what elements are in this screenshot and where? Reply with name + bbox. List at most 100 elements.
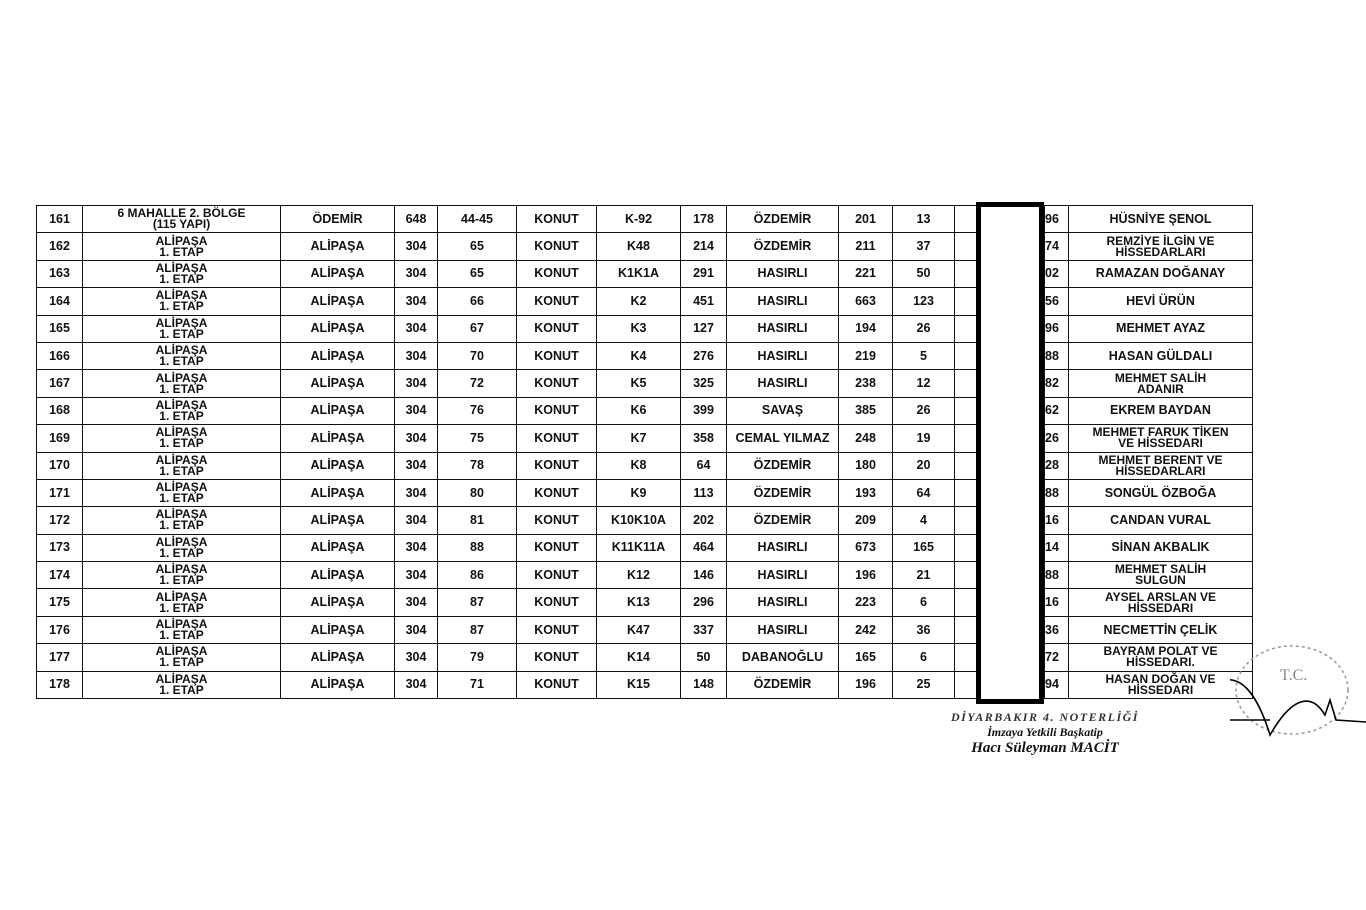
table-cell: 304 (394, 506, 438, 535)
table-cell: HASIRLI (726, 561, 839, 590)
table-cell: ALİPAŞA (280, 341, 395, 371)
table-cell: 304 (394, 369, 438, 398)
table-cell: K1K1A (596, 259, 681, 289)
table-cell: HASIRLI (726, 259, 839, 289)
table-cell: 202 (680, 506, 727, 535)
table-cell: 304 (394, 314, 438, 343)
table-cell: 6 (892, 643, 955, 672)
table-cell: KONUT (516, 396, 597, 426)
table-cell: 88 (437, 533, 517, 563)
table-cell: 211 (838, 232, 893, 261)
cell-line: ALİPAŞA (155, 233, 208, 248)
table-cell: 65 (437, 259, 517, 289)
table-cell: 20 (892, 451, 955, 480)
cell-line: (115 YAPI) (152, 217, 211, 232)
cell-line: ALİPAŞA (155, 562, 208, 577)
table-row: 178 ALİPAŞA 1. ETAP ALİPAŞA 304 71 KONUT K15 148… (36, 670, 1253, 700)
cell-line: MEHMET FARUK TİKEN (1092, 425, 1229, 440)
notary-signature-block: DİYARBAKIR 4. NOTERLİĞİ İmzaya Yetkili B… (920, 710, 1170, 757)
table-cell: MEHMET BERENT VE HİSSEDARLARI (1068, 451, 1253, 480)
table-cell: 238 (838, 369, 893, 398)
table-cell: 02 (1044, 259, 1069, 289)
cell-line: 1. ETAP (159, 326, 204, 341)
svg-text:T.C.: T.C. (1280, 667, 1307, 684)
cell-line: ALİPAŞA (155, 370, 208, 385)
table-cell: K48 (596, 232, 681, 261)
table-cell: 180 (838, 451, 893, 480)
table-cell: KONUT (516, 451, 597, 480)
table-row: 163 ALİPAŞA 1. ETAP ALİPAŞA 304 65 KONUT K1K1A 2… (36, 259, 1253, 289)
table-cell: CEMAL YILMAZ (726, 424, 839, 453)
table-cell: ÖZDEMİR (726, 204, 839, 234)
table-cell: KONUT (516, 561, 597, 590)
table-cell: ALİPAŞA 1. ETAP (82, 341, 281, 371)
table-cell: SİNAN AKBALIK (1068, 533, 1253, 563)
cell-line: 1. ETAP (159, 354, 204, 369)
table-cell: 12 (892, 369, 955, 398)
table-cell: 291 (680, 259, 727, 289)
table-cell: 88 (1044, 561, 1069, 590)
table-row: 169 ALİPAŞA 1. ETAP ALİPAŞA 304 75 KONUT K7 358 C… (36, 424, 1253, 453)
table-cell: ALİPAŞA (280, 232, 395, 261)
table-cell: 16 (1044, 506, 1069, 535)
table-cell: ALİPAŞA (280, 369, 395, 398)
table-cell: ALİPAŞA 1. ETAP (82, 588, 281, 617)
table-cell: 4 (892, 506, 955, 535)
table-cell: ALİPAŞA 1. ETAP (82, 369, 281, 398)
table-cell: 87 (437, 588, 517, 617)
table-cell: MEHMET SALİH ADANIR (1068, 369, 1253, 398)
table-cell: 67 (437, 314, 517, 343)
table-cell: 70 (437, 341, 517, 371)
table-cell: 28 (1044, 451, 1069, 480)
table-row: 164 ALİPAŞA 1. ETAP ALİPAŞA 304 66 KONUT K2 451 H… (36, 287, 1253, 316)
table-cell: K14 (596, 643, 681, 672)
table-row: 177 ALİPAŞA 1. ETAP ALİPAŞA 304 79 KONUT K14 50 D… (36, 643, 1253, 672)
cell-line: 6 MAHALLE 2. BÖLGE (117, 206, 246, 221)
table-cell: 26 (892, 396, 955, 426)
table-cell: ALİPAŞA 1. ETAP (82, 506, 281, 535)
table-cell: 88 (1044, 478, 1069, 508)
table-cell: 337 (680, 615, 727, 645)
table-cell: 304 (394, 341, 438, 371)
table-cell: ALİPAŞA 1. ETAP (82, 451, 281, 480)
table-cell: 209 (838, 506, 893, 535)
table-row: 167 ALİPAŞA 1. ETAP ALİPAŞA 304 72 KONUT K5 325 H… (36, 369, 1253, 398)
table-cell: ÖZDEMİR (726, 232, 839, 261)
table-cell: HASIRLI (726, 533, 839, 563)
table-cell: 304 (394, 670, 438, 700)
table-row: 176 ALİPAŞA 1. ETAP ALİPAŞA 304 87 KONUT K47 337… (36, 615, 1253, 645)
table-cell: 163 (36, 259, 83, 289)
table-cell: 193 (838, 478, 893, 508)
cell-line: 1. ETAP (159, 600, 204, 615)
table-cell: NECMETTİN ÇELİK (1068, 615, 1253, 645)
table-cell: ALİPAŞA (280, 396, 395, 426)
table-cell: 166 (36, 341, 83, 371)
table-cell: 171 (36, 478, 83, 508)
cell-line: 1. ETAP (159, 463, 204, 478)
table-cell: ALİPAŞA (280, 314, 395, 343)
table-cell: ÖZDEMİR (726, 670, 839, 700)
table-cell: ALİPAŞA (280, 588, 395, 617)
cell-line: ALİPAŞA (155, 671, 208, 686)
cell-line: MEHMET BERENT VE (1098, 452, 1223, 467)
table-cell: 87 (437, 615, 517, 645)
table-cell: 221 (838, 259, 893, 289)
table-cell: ALİPAŞA (280, 506, 395, 535)
cell-line: ALİPAŞA (155, 617, 208, 632)
table-cell: K13 (596, 588, 681, 617)
cell-line: ALİPAŞA (155, 397, 208, 412)
table-cell: RAMAZAN DOĞANAY (1068, 259, 1253, 289)
cell-line: HİSSEDARI (1127, 682, 1194, 697)
table-cell: 174 (36, 561, 83, 590)
cell-line: 1. ETAP (159, 491, 204, 506)
table-cell: ALİPAŞA (280, 478, 395, 508)
cell-line: ALİPAŞA (155, 644, 208, 659)
table-cell: BAYRAM POLAT VE HİSSEDARI. (1068, 643, 1253, 672)
table-cell: ALİPAŞA 1. ETAP (82, 287, 281, 316)
cell-line: ALİPAŞA (155, 452, 208, 467)
table-cell: 304 (394, 615, 438, 645)
table-cell: 123 (892, 287, 955, 316)
table-cell: 65 (437, 232, 517, 261)
table-cell: K9 (596, 478, 681, 508)
table-cell: ALİPAŞA (280, 259, 395, 289)
